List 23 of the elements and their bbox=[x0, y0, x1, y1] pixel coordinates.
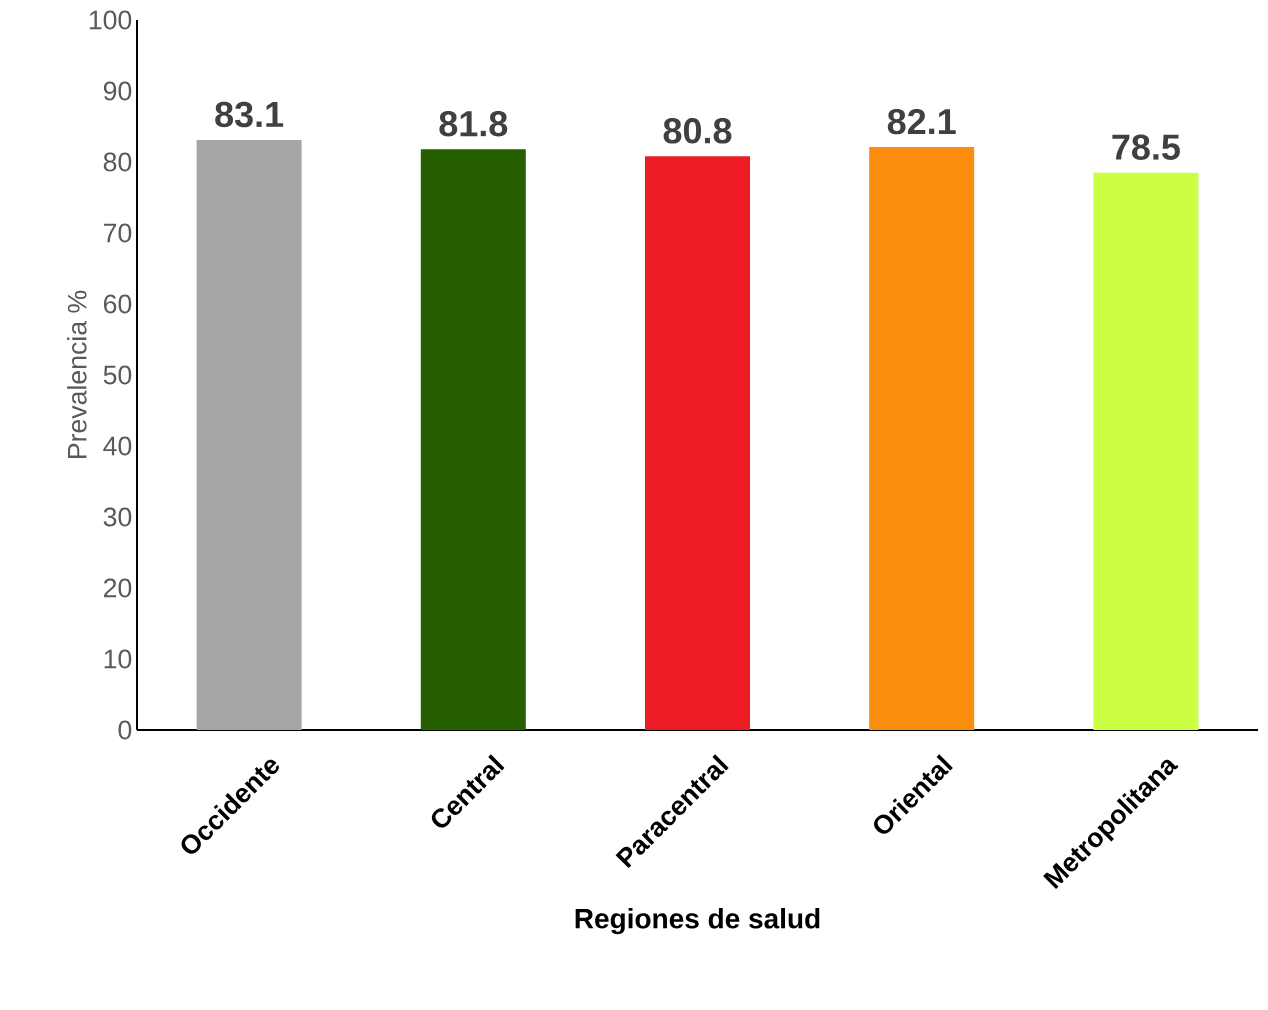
x-axis-title: Regiones de salud bbox=[575, 908, 820, 935]
bar bbox=[645, 156, 750, 730]
y-tick-label: 60 bbox=[103, 294, 132, 314]
data-label: 82.1 bbox=[887, 108, 956, 135]
y-tick-label: 100 bbox=[89, 10, 132, 30]
bar bbox=[420, 149, 526, 730]
y-tick-label: 20 bbox=[103, 578, 132, 598]
data-label: 81.8 bbox=[439, 111, 508, 137]
y-tick-label: 40 bbox=[103, 436, 132, 456]
y-tick-label: 30 bbox=[103, 507, 132, 527]
y-tick-label: 90 bbox=[103, 81, 132, 101]
y-tick-label: 0 bbox=[118, 720, 132, 740]
y-axis-title: Prevalencia % bbox=[67, 290, 87, 459]
data-label: 78.5 bbox=[1112, 134, 1180, 160]
data-label: 80.8 bbox=[663, 118, 732, 144]
data-label: 83.1 bbox=[215, 101, 284, 128]
y-tick-label: 10 bbox=[104, 649, 132, 669]
bar bbox=[196, 139, 302, 730]
bar bbox=[1093, 172, 1199, 730]
y-tick-label: 80 bbox=[103, 152, 132, 172]
y-tick-label: 50 bbox=[103, 365, 132, 385]
y-tick-label: 70 bbox=[103, 223, 132, 243]
bar bbox=[869, 147, 975, 730]
